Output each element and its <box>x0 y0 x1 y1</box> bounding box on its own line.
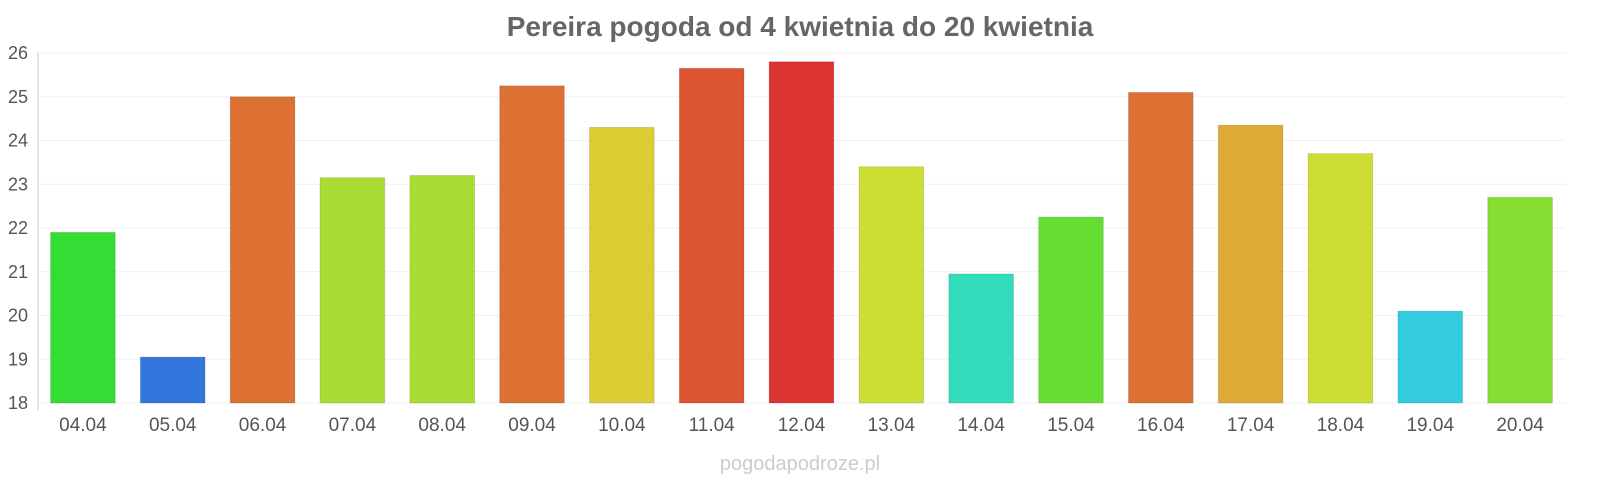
x-tick-label: 06.04 <box>239 415 287 436</box>
bar <box>499 85 565 404</box>
bar <box>768 61 835 404</box>
y-tick-label: 23 <box>8 174 28 194</box>
y-tick-label: 25 <box>8 87 28 107</box>
bar <box>1217 124 1284 404</box>
credit-text: pogodapodroze.pl <box>720 453 880 475</box>
x-tick-label: 15.04 <box>1047 415 1095 436</box>
bar <box>319 177 386 404</box>
bar <box>1127 91 1194 404</box>
x-tick-label: 10.04 <box>598 415 646 436</box>
x-tick-label: 08.04 <box>418 415 466 436</box>
x-tick-label: 11.04 <box>689 415 736 436</box>
x-tick-label: 05.04 <box>149 415 197 436</box>
y-tick-label: 22 <box>8 218 28 238</box>
x-tick-label: 04.04 <box>59 415 107 436</box>
y-tick-label: 19 <box>8 349 28 369</box>
x-tick-label: 20.04 <box>1496 415 1544 436</box>
bar <box>50 231 116 404</box>
x-tick-label: 14.04 <box>957 415 1005 436</box>
bar <box>1307 153 1374 404</box>
bar <box>589 126 655 404</box>
bar <box>1397 310 1464 404</box>
y-tick-label: 21 <box>8 262 28 282</box>
x-tick-label: 09.04 <box>508 415 556 436</box>
y-axis: 18 19 20 21 22 23 24 25 26 <box>8 43 28 413</box>
y-tick-label: 18 <box>8 393 28 413</box>
bar <box>1038 216 1104 404</box>
bar <box>229 96 296 404</box>
chart-title: Pereira pogoda od 4 kwietnia do 20 kwiet… <box>507 11 1094 42</box>
bar <box>948 273 1014 404</box>
x-tick-label: 07.04 <box>329 415 377 436</box>
y-tick-label: 26 <box>8 43 28 63</box>
bar <box>139 356 206 404</box>
bar <box>858 166 925 404</box>
x-tick-label: 13.04 <box>868 415 916 436</box>
x-tick-label: 12.04 <box>778 415 826 436</box>
y-tick-label: 20 <box>8 306 28 326</box>
bars <box>50 61 1553 404</box>
y-tick-label: 24 <box>8 131 28 151</box>
x-axis: 04.04 05.04 06.04 07.04 08.04 09.04 10.04 11.04… <box>59 415 1544 436</box>
x-tick-label: 16.04 <box>1137 415 1185 436</box>
bar <box>678 67 745 404</box>
x-tick-label: 17.04 <box>1227 415 1275 436</box>
x-tick-label: 18.04 <box>1317 415 1365 436</box>
bar <box>1487 196 1553 404</box>
bar <box>409 175 476 404</box>
x-tick-label: 19.04 <box>1406 415 1454 436</box>
